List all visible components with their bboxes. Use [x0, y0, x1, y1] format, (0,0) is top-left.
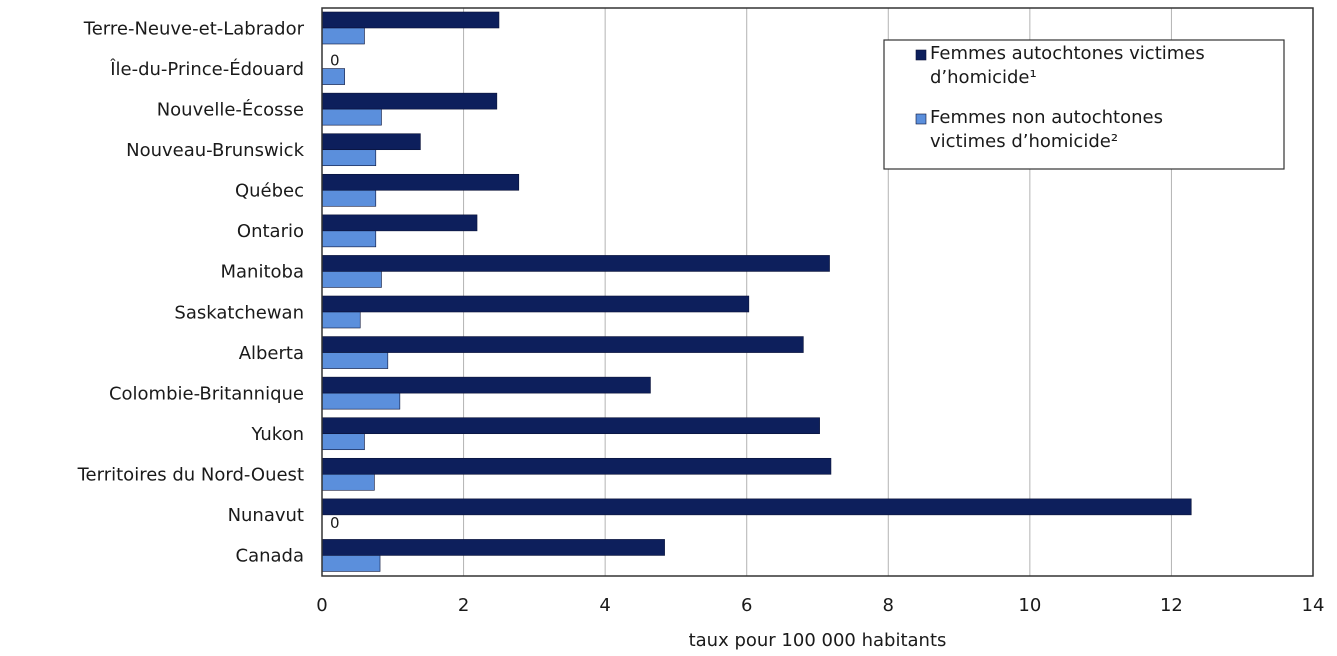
x-tick-label: 8 [883, 595, 894, 616]
bar-series-1 [321, 539, 665, 556]
category-label: Colombie-Britannique [109, 383, 304, 404]
category-labels: Terre-Neuve-et-Labrador Île-du-Prince-Édo… [77, 18, 305, 566]
bar-series-2 [321, 230, 377, 248]
bar-series-1 [321, 295, 750, 313]
legend-swatch [915, 113, 927, 125]
x-tick-label: 14 [1302, 595, 1325, 616]
bar-series-2 [321, 271, 382, 288]
bar-series-2 [321, 108, 382, 126]
legend: Femmes autochtones victimes d’homicide¹ Fe… [883, 39, 1285, 170]
legend-entry: d’homicide¹ [930, 67, 1037, 88]
legend-entry: Femmes non autochtones [930, 107, 1163, 128]
x-tick-label: 4 [599, 595, 610, 616]
x-tick-label: 12 [1160, 595, 1183, 616]
category-label: Manitoba [221, 262, 305, 283]
x-tick-label: 6 [741, 595, 752, 616]
legend-swatch [915, 49, 927, 61]
category-label: Alberta [239, 343, 304, 364]
bar-series-1 [321, 417, 820, 435]
bar-series-2 [321, 392, 401, 410]
x-axis-tick-labels: 0 2 4 6 8 10 12 14 [316, 595, 1324, 616]
bar-series-2 [321, 433, 365, 451]
x-tick-label: 10 [1018, 595, 1041, 616]
bar-series-2 [321, 27, 365, 45]
bar-series-2 [321, 311, 361, 329]
bar-series-1 [321, 133, 421, 151]
bar-series-2 [321, 555, 381, 572]
bar-series-2 [321, 352, 389, 369]
category-label: Nouveau-Brunswick [126, 140, 304, 161]
bar-series-1 [321, 92, 498, 110]
bar-series-2 [321, 68, 345, 85]
legend-entry: victimes d’homicide² [930, 131, 1118, 152]
category-label: Terre-Neuve-et-Labrador [83, 18, 305, 39]
category-label: Saskatchewan [174, 302, 304, 323]
category-label: Canada [236, 546, 305, 567]
bar-series-1 [321, 457, 832, 475]
bar-series-1 [321, 336, 804, 353]
bar-series-1 [321, 11, 500, 29]
zero-value-label: 0 [330, 514, 340, 532]
bar-series-1 [321, 214, 478, 232]
bars: 00 [321, 11, 1192, 572]
bar-series-1 [321, 376, 651, 394]
category-label: Territoires du Nord-Ouest [77, 465, 304, 486]
x-axis-title: taux pour 100 000 habitants [689, 630, 947, 651]
bar-series-1 [321, 498, 1192, 516]
bar-series-1 [321, 255, 830, 272]
category-label: Nunavut [228, 505, 304, 526]
bar-series-2 [321, 473, 375, 491]
category-label: Yukon [250, 424, 304, 445]
legend-entry: Femmes autochtones victimes [930, 43, 1205, 64]
legend-box [883, 39, 1285, 170]
category-label: Ontario [237, 221, 304, 242]
bar-series-2 [321, 149, 377, 167]
plot-area-frame [321, 7, 1314, 577]
bar-series-1 [321, 173, 520, 191]
x-tick-label: 0 [316, 595, 327, 616]
bar-series-2 [321, 189, 377, 207]
category-label: Île-du-Prince-Édouard [109, 58, 304, 80]
category-label: Québec [235, 181, 304, 202]
zero-value-label: 0 [330, 52, 340, 70]
category-label: Nouvelle-Écosse [157, 98, 304, 120]
x-tick-label: 2 [458, 595, 469, 616]
